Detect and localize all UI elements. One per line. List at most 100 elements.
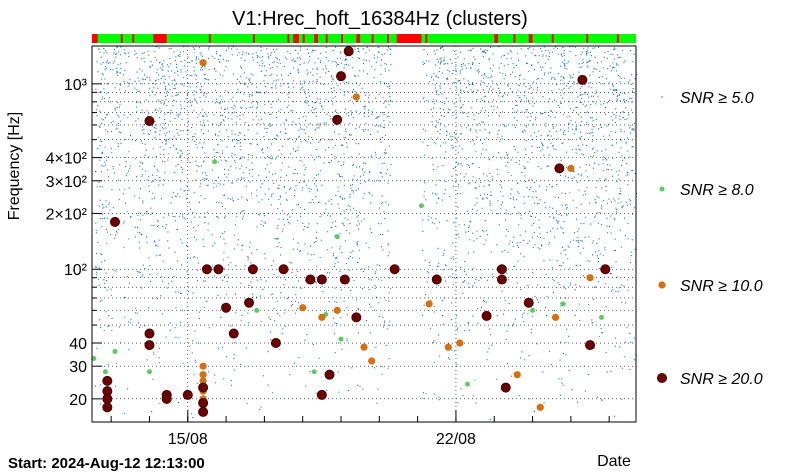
snr20-point (102, 393, 113, 404)
state-bad (208, 34, 211, 43)
state-bad (153, 34, 167, 43)
snr20-point (213, 264, 224, 275)
snr8-point (311, 369, 317, 375)
snr10-point (199, 371, 207, 379)
snr10-point (444, 343, 452, 351)
state-bad (314, 34, 319, 43)
snr20-point (351, 312, 362, 323)
snr20-point (316, 389, 327, 400)
snr20-point (523, 297, 534, 308)
snr10-point (199, 377, 207, 385)
state-bad (616, 34, 619, 43)
snr10-point (199, 59, 207, 67)
state-bad (252, 34, 255, 43)
state-bad (371, 34, 374, 43)
snr20-point (343, 46, 354, 57)
snr8-point (418, 203, 424, 209)
snr8-point (464, 381, 470, 387)
snr8-point (254, 307, 260, 313)
state-bad (396, 34, 422, 43)
snr10-point (456, 339, 464, 347)
state-bad (132, 34, 135, 43)
snr10-point (368, 357, 376, 365)
snr10-point (586, 274, 594, 282)
snr20-point (577, 74, 588, 85)
y-tick-label: 3×10² (46, 174, 88, 191)
snr20-point (339, 274, 350, 285)
snr8-point (530, 307, 536, 313)
chart-title: V1:Hrec_hoft_16384Hz (clusters) (232, 8, 528, 30)
snr20-point (305, 274, 316, 285)
x-axis-label: Date (597, 453, 631, 470)
snr10-point (333, 306, 341, 314)
snr8-point (560, 301, 566, 307)
snr8-point (338, 336, 344, 342)
snr10-point (567, 164, 575, 172)
snr8-point (102, 369, 108, 375)
snr20-point (228, 328, 239, 339)
y-axis-ticks: 20 30 40 10² 2×10² 3×10² 4×10² 10³ (46, 77, 102, 409)
snr8-point (91, 356, 97, 362)
legend-marker (657, 372, 668, 383)
snr20-point (336, 71, 347, 82)
snr10-point (360, 343, 368, 351)
x-tick-label: 15/08 (168, 431, 208, 448)
snr20-point (144, 116, 155, 127)
legend-marker (658, 281, 666, 289)
snr20-point (316, 274, 327, 285)
snr5-background (95, 46, 638, 420)
snr20-point (109, 216, 120, 227)
snr20-point (221, 302, 232, 313)
y-tick-label: 2×10² (46, 206, 88, 223)
snr5-points (95, 46, 638, 420)
snr20-point (496, 264, 507, 275)
y-tick-label: 10³ (64, 77, 88, 94)
state-bad (287, 34, 290, 43)
snr20-point (247, 264, 258, 275)
snr20-point (144, 328, 155, 339)
state-bad (513, 34, 516, 43)
y-tick-label: 4×10² (46, 151, 88, 168)
snr20-point (324, 369, 335, 380)
snr20-point (201, 264, 212, 275)
snr20-point (554, 163, 565, 174)
snr10-point (551, 313, 560, 321)
snr20-point (182, 389, 193, 400)
legend-marker (661, 96, 663, 98)
snr20-point (600, 264, 611, 275)
snr8-point (212, 159, 218, 165)
snr20-point (270, 338, 281, 349)
state-bad (302, 34, 305, 43)
x-axis-ticks: 15/08 22/08 (110, 410, 610, 448)
state-bad (120, 34, 123, 43)
snr10-point (536, 403, 544, 411)
snr20-point (102, 375, 113, 386)
cluster-points (91, 46, 611, 417)
snr10-point (199, 362, 207, 370)
state-bad (551, 34, 554, 43)
grid-lines (92, 46, 636, 422)
state-bad (386, 34, 389, 43)
snr10-point (425, 300, 433, 308)
state-good (92, 34, 636, 43)
state-bad (586, 34, 589, 43)
start-time-footer: Start: 2024-Aug-12 12:13:00 (8, 455, 205, 472)
plot-frame (92, 46, 636, 422)
snr10-point (513, 371, 521, 379)
state-bad (341, 34, 344, 43)
snr20-point (198, 397, 209, 408)
snr20-point (144, 340, 155, 351)
snr20-point (496, 274, 507, 285)
snr20-point (198, 382, 209, 393)
state-bad (528, 34, 533, 43)
snr20-point (161, 393, 172, 404)
snr20-point (278, 264, 289, 275)
snr20-point (481, 310, 492, 321)
state-bad (425, 34, 428, 43)
state-segment-bar (92, 34, 636, 43)
snr8-point (334, 234, 340, 240)
snr20-point (389, 264, 400, 275)
y-tick-label: 30 (69, 359, 87, 376)
legend-label: SNR ≥ 8.0 (680, 182, 754, 199)
legend-label: SNR ≥ 20.0 (680, 371, 763, 388)
